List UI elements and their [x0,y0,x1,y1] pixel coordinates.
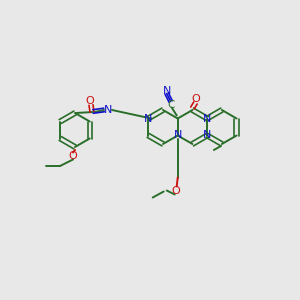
Text: N: N [203,130,212,140]
Text: N: N [203,113,212,124]
Text: O: O [69,151,77,161]
Text: O: O [85,96,94,106]
Text: N: N [104,105,112,115]
Text: N: N [173,130,182,140]
Text: N: N [163,85,171,95]
Text: N: N [144,113,152,124]
Text: O: O [171,185,180,196]
Text: O: O [191,94,200,104]
Text: C: C [167,100,174,110]
